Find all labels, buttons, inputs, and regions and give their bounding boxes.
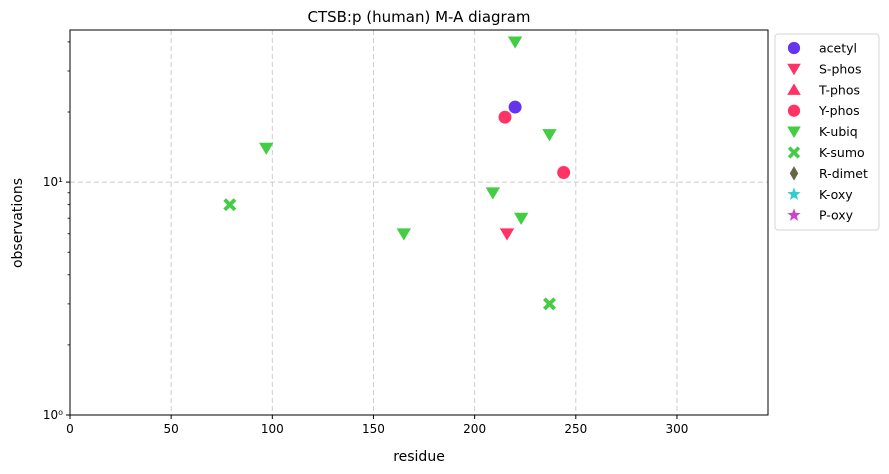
legend-label: S-phos xyxy=(819,61,861,76)
data-point-k-ubiq xyxy=(485,187,501,200)
legend-marker-t-phos xyxy=(787,83,801,95)
grid-lines xyxy=(70,30,768,415)
x-axis-label: residue xyxy=(393,449,445,465)
data-point-acetyl xyxy=(508,100,522,114)
data-point-k-ubiq xyxy=(396,228,412,241)
data-point-k-sumo xyxy=(223,198,237,212)
x-tick-label: 200 xyxy=(463,422,486,436)
legend-marker-acetyl xyxy=(787,41,801,55)
legend-marker-k-oxy xyxy=(787,187,801,200)
legend-label: P-oxy xyxy=(819,208,854,223)
legend-marker-k-sumo xyxy=(787,146,801,159)
data-point-k-ubiq xyxy=(259,142,274,155)
legend-label: acetyl xyxy=(819,41,857,56)
data-point-y-phos xyxy=(498,110,512,124)
legend-marker-y-phos xyxy=(787,104,801,117)
x-tick-label: 50 xyxy=(164,422,179,436)
legend-marker-s-phos xyxy=(787,63,801,76)
x-tick-label: 300 xyxy=(666,422,689,436)
y-tick-label: 10⁰ xyxy=(43,408,63,422)
x-tick-label: 100 xyxy=(261,422,284,436)
legend: acetyl S-phos T-phos Y-phos K-ubiq K-sumo R-di… xyxy=(774,33,880,231)
data-point-k-ubiq xyxy=(513,212,529,225)
y-tick-label: 10¹ xyxy=(43,175,63,189)
chart-title: CTSB:p (human) M-A diagram xyxy=(307,8,530,26)
x-tick-label: 150 xyxy=(362,422,385,436)
legend-label: K-oxy xyxy=(819,187,853,202)
y-axis-label: observations xyxy=(10,178,26,268)
data-points xyxy=(223,36,571,311)
legend-label: K-ubiq xyxy=(819,124,858,139)
plot-frame xyxy=(69,29,769,416)
data-point-k-ubiq xyxy=(542,129,557,142)
axes: 0 50 100 150 200 250 300 10⁰ 10¹ xyxy=(43,29,769,436)
x-tick-label: 0 xyxy=(66,422,74,436)
legend-marker-p-oxy xyxy=(787,208,801,221)
legend-box xyxy=(774,33,880,231)
data-point-k-ubiq xyxy=(507,36,523,49)
data-point-y-phos xyxy=(557,166,571,179)
x-tick-label: 250 xyxy=(564,422,587,436)
data-point-k-sumo xyxy=(543,297,556,311)
legend-label: R-dimet xyxy=(819,166,868,181)
legend-marker-k-ubiq xyxy=(787,126,801,138)
legend-label: T-phos xyxy=(818,82,860,97)
legend-label: Y-phos xyxy=(818,103,860,118)
legend-marker-r-dimet xyxy=(789,166,799,181)
data-point-s-phos xyxy=(499,228,515,241)
legend-label: K-sumo xyxy=(819,145,865,160)
